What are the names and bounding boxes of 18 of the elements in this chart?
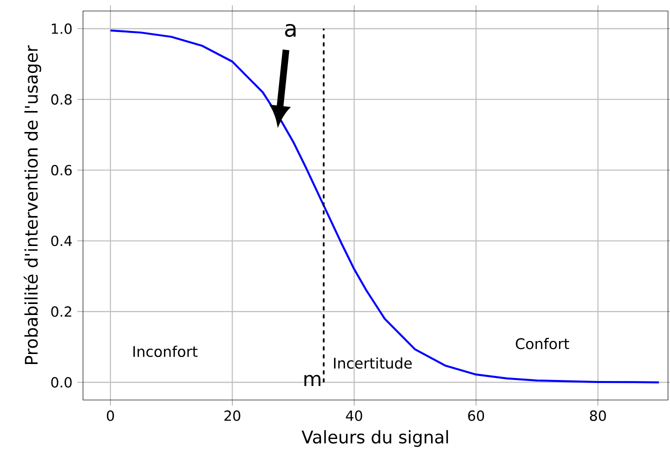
- x-axis-title: Valeurs du signal: [302, 430, 448, 447]
- y-tick-label: 1.0: [52, 23, 72, 34]
- x-tick-label: 40: [346, 410, 362, 421]
- x-tick-label: 60: [468, 410, 484, 421]
- x-tick-label: 80: [590, 410, 606, 421]
- y-tick-label: 0.2: [51, 306, 72, 317]
- annotation: a: [285, 24, 296, 37]
- y-tick-label: 0.6: [51, 164, 72, 176]
- annotation: Incertitude: [334, 357, 412, 369]
- x-tick-label: 0: [106, 410, 114, 421]
- ref-line-label: m: [304, 374, 320, 386]
- y-axis-title: Probabilité d'intervention de l'usager: [24, 45, 42, 364]
- annotation: Confort: [516, 338, 570, 350]
- y-tick-label: 0.0: [51, 377, 72, 388]
- annotation: Inconfort: [133, 346, 198, 358]
- x-tick-label: 20: [224, 410, 240, 421]
- y-tick-label: 0.4: [51, 236, 72, 246]
- y-tick-label: 0.8: [51, 94, 72, 105]
